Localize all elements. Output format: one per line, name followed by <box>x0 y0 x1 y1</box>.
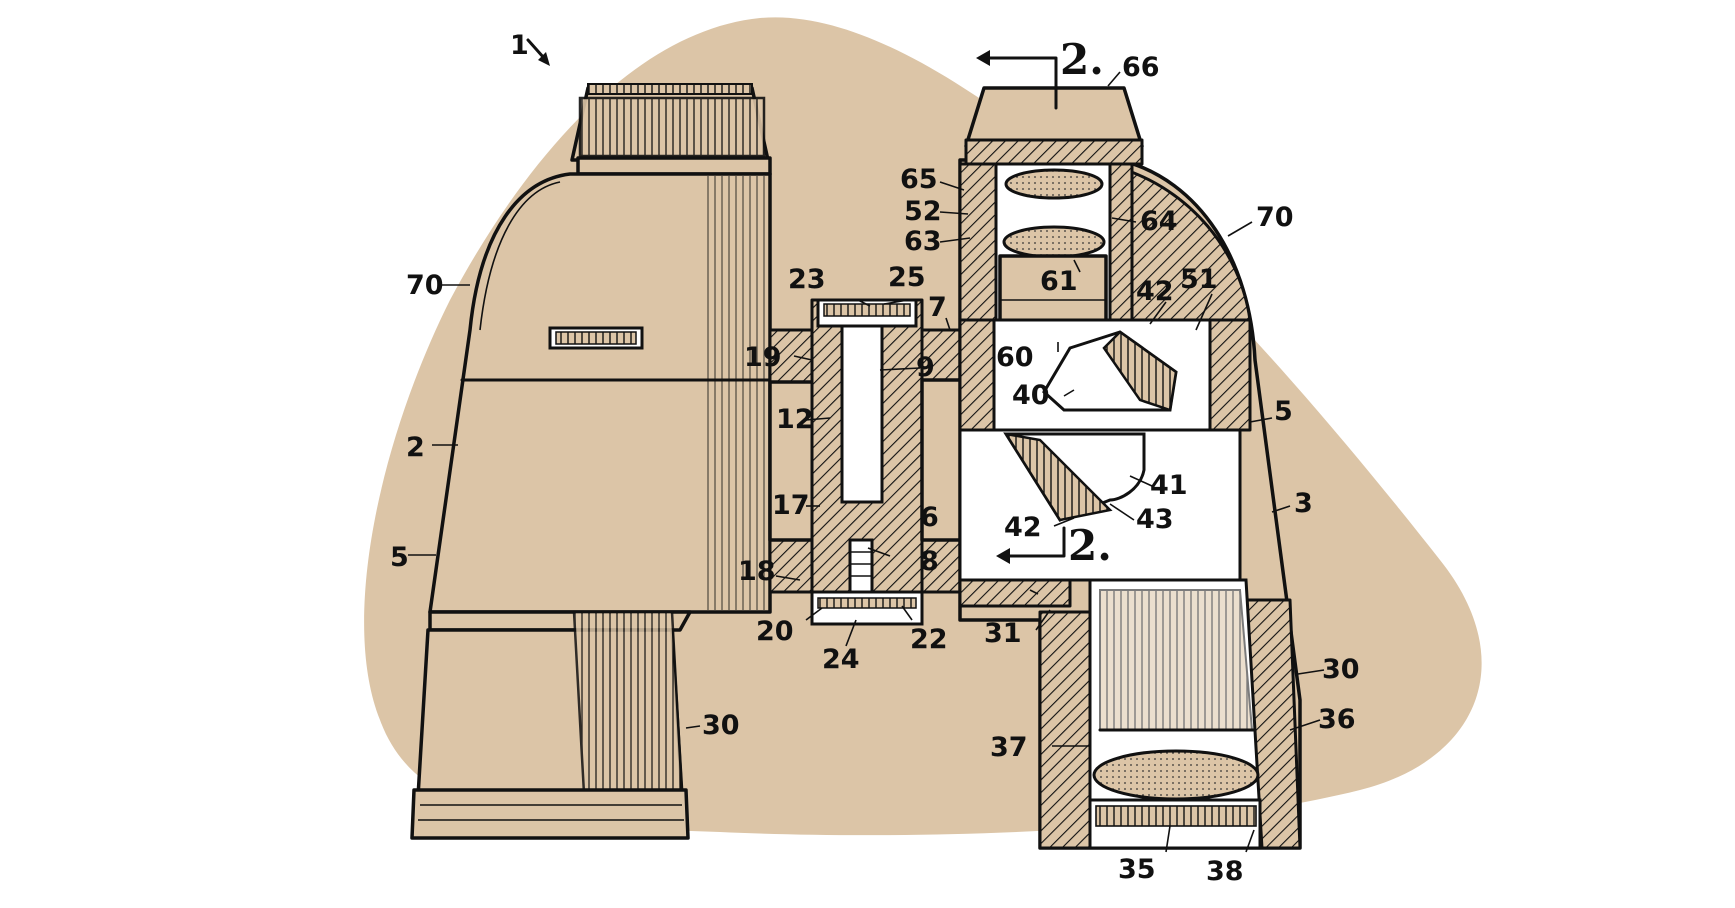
label-8: 8 <box>920 546 939 577</box>
center-hinge <box>768 298 974 626</box>
section-marker-top: 2. <box>1060 35 1104 84</box>
label-60: 60 <box>996 342 1034 373</box>
label-38: 38 <box>1206 856 1244 887</box>
right-barrel <box>958 86 1302 850</box>
label-41: 41 <box>1150 470 1188 501</box>
label-43: 43 <box>1136 504 1174 535</box>
label-20: 20 <box>756 616 794 647</box>
label-51: 51 <box>1180 264 1218 295</box>
label-70-right: 70 <box>1256 202 1294 233</box>
label-5-right: 5 <box>1274 396 1293 427</box>
section-arrows <box>526 38 1066 564</box>
label-31: 31 <box>984 618 1022 649</box>
label-64: 64 <box>1140 206 1178 237</box>
label-6: 6 <box>920 502 939 533</box>
label-2: 2 <box>406 432 425 463</box>
label-18: 18 <box>738 556 776 587</box>
figure-ref-label: 1 <box>510 30 529 61</box>
leader-lines <box>408 71 1325 853</box>
label-5-left: 5 <box>390 542 409 573</box>
label-24: 24 <box>822 644 860 675</box>
label-61: 61 <box>1040 266 1078 297</box>
label-22: 22 <box>910 624 948 655</box>
label-25: 25 <box>888 262 926 293</box>
label-7: 7 <box>928 292 947 323</box>
section-marker-bottom: 2. <box>1068 521 1112 570</box>
label-65: 65 <box>900 164 938 195</box>
label-30-right: 30 <box>1322 654 1360 685</box>
left-barrel <box>410 83 772 840</box>
label-35: 35 <box>1118 854 1156 885</box>
label-3: 3 <box>1294 488 1313 519</box>
label-9: 9 <box>916 352 935 383</box>
label-23: 23 <box>788 264 826 295</box>
label-52: 52 <box>904 196 942 227</box>
label-42-bottom: 42 <box>1004 512 1042 543</box>
label-19: 19 <box>744 342 782 373</box>
label-66: 66 <box>1122 52 1160 83</box>
label-30-left: 30 <box>702 710 740 741</box>
label-36: 36 <box>1318 704 1356 735</box>
label-63: 63 <box>904 226 942 257</box>
label-17: 17 <box>772 490 810 521</box>
label-70-left: 70 <box>406 270 444 301</box>
label-40: 40 <box>1012 380 1050 411</box>
label-37: 37 <box>990 732 1028 763</box>
label-42-top: 42 <box>1136 276 1174 307</box>
label-12: 12 <box>776 404 814 435</box>
